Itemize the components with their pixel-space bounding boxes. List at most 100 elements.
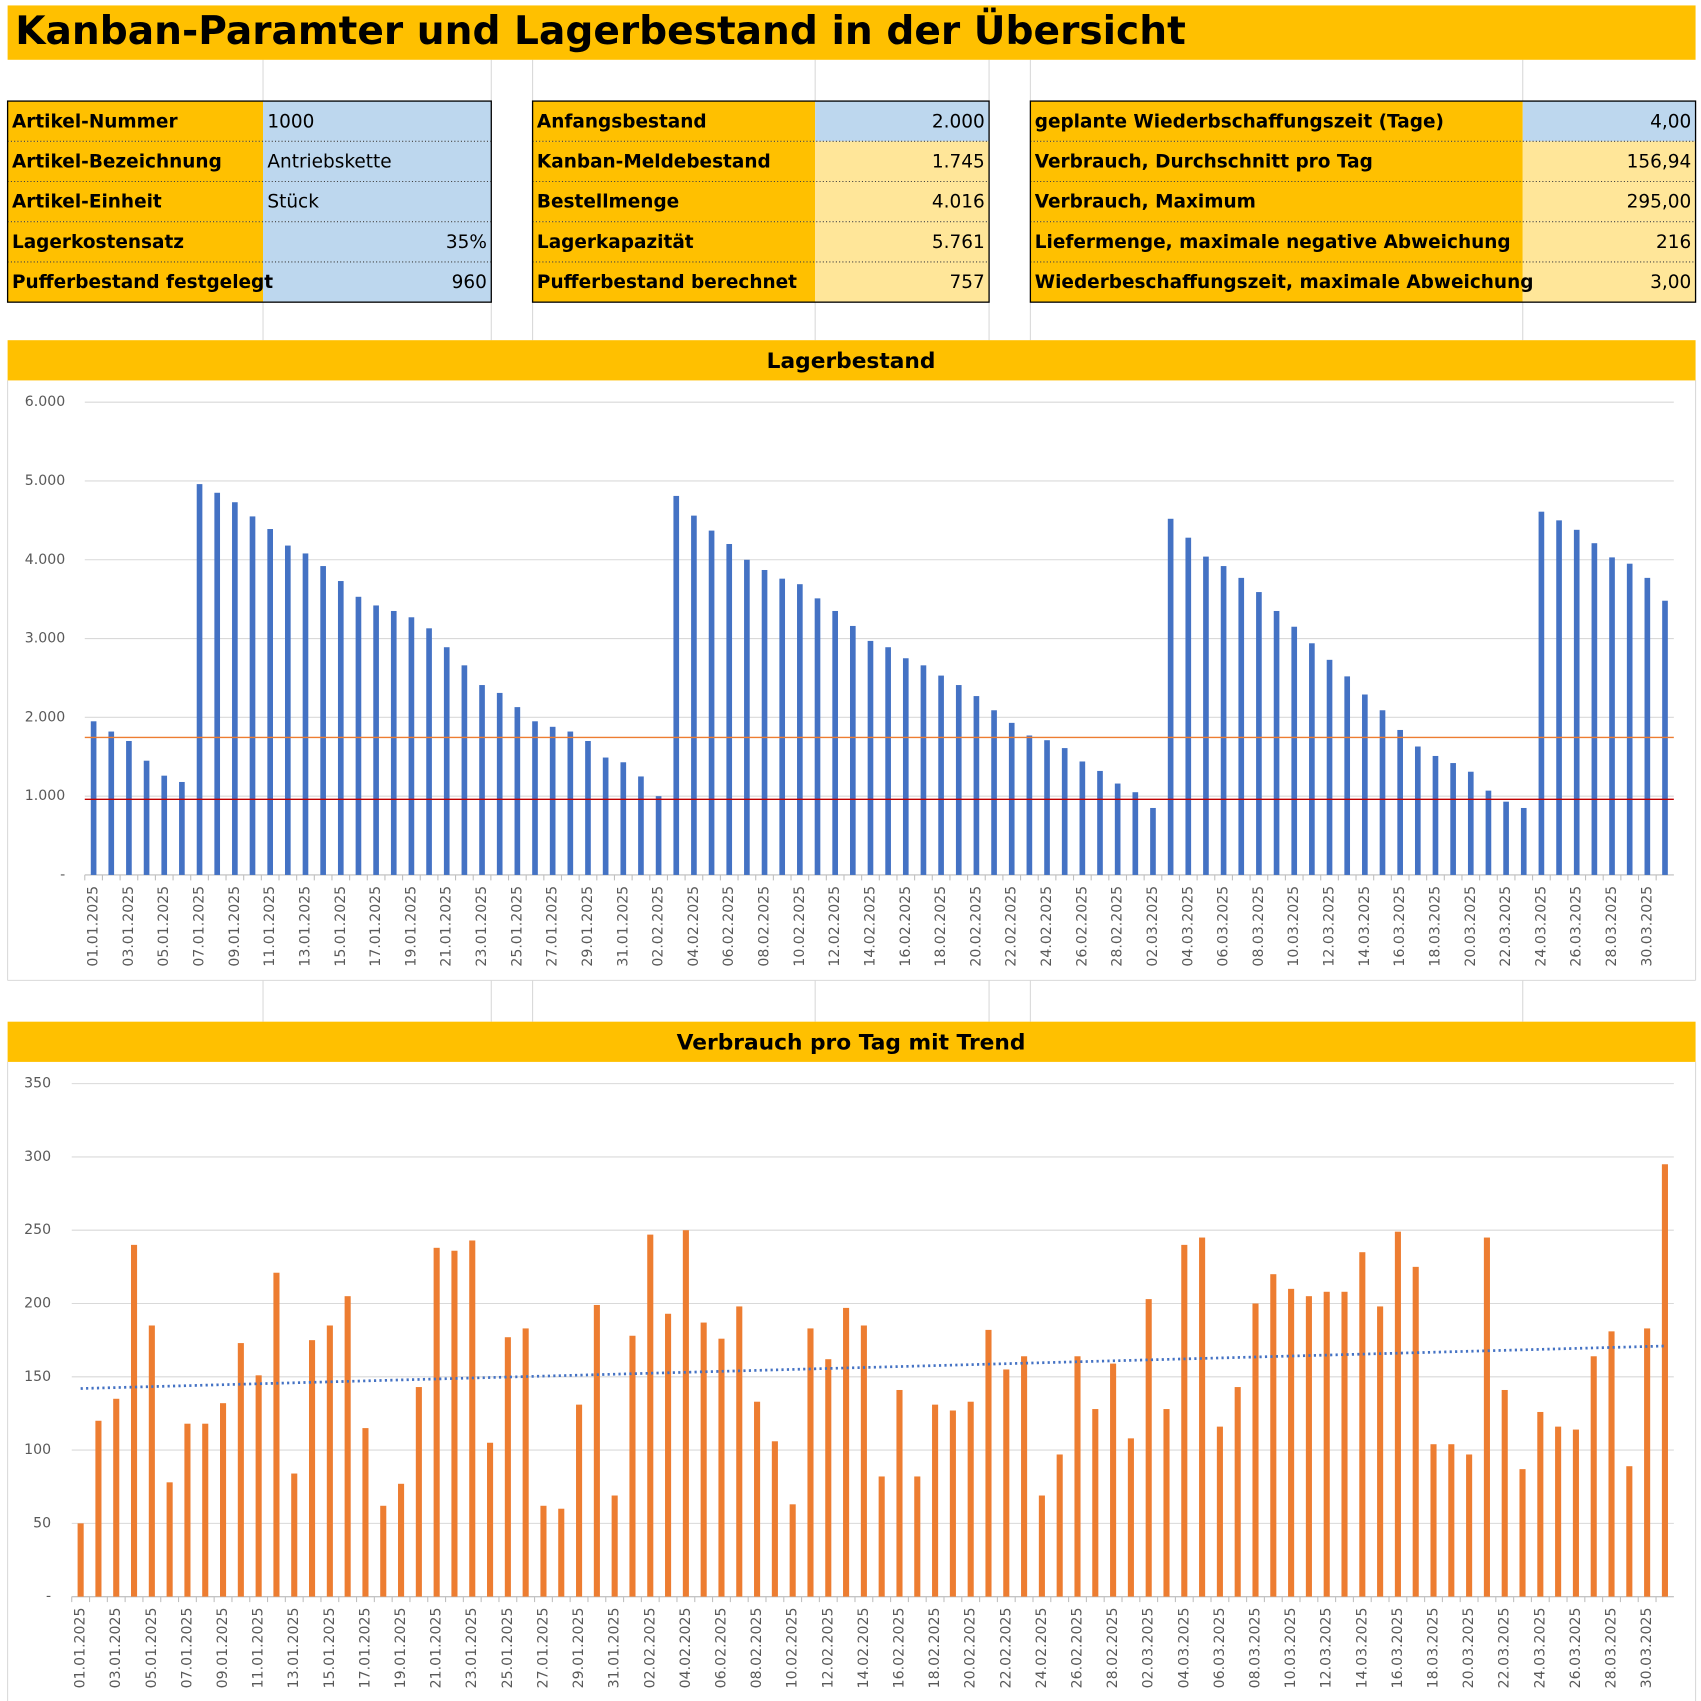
bar	[771, 1441, 778, 1597]
row-label: Artikel-Einheit	[12, 192, 162, 213]
value-cell	[1522, 221, 1696, 262]
bar	[487, 1442, 494, 1597]
bar	[148, 1325, 155, 1597]
bar	[220, 1403, 227, 1597]
bar	[1092, 1409, 1099, 1597]
bar	[1021, 1356, 1028, 1597]
x-tick-label: 26.03.2025	[1568, 1608, 1584, 1689]
page-title: Kanban-Paramter und Lagerbestand in der …	[15, 7, 1186, 54]
bar	[90, 721, 97, 875]
bar	[196, 484, 203, 875]
value-cell	[1522, 261, 1696, 303]
bar	[593, 1304, 600, 1597]
x-tick-label: 12.03.2025	[1322, 886, 1338, 967]
y-tick-label: 250	[24, 1222, 51, 1238]
x-tick-label: 05.01.2025	[156, 886, 172, 967]
bar	[522, 1328, 529, 1597]
bar	[426, 628, 432, 875]
x-tick-label: 09.01.2025	[215, 1608, 231, 1689]
row-value: 3,00	[1650, 272, 1691, 293]
x-tick-label: 24.02.2025	[1034, 1608, 1050, 1689]
bar	[825, 1359, 832, 1597]
row-value: 2.000	[932, 111, 985, 132]
bar	[161, 775, 168, 875]
bar	[113, 1398, 120, 1597]
bar	[232, 502, 238, 875]
bar	[255, 1375, 262, 1597]
x-tick-label: 11.01.2025	[251, 1608, 267, 1689]
x-tick-label: 06.02.2025	[721, 886, 737, 967]
bar	[867, 640, 874, 875]
bar	[1501, 1389, 1508, 1597]
x-tick-label: 25.01.2025	[509, 886, 525, 967]
x-tick-label: 23.01.2025	[464, 1608, 480, 1689]
bar	[832, 610, 838, 875]
bar	[1114, 783, 1121, 875]
value-cell	[815, 221, 990, 262]
x-tick-label: 24.03.2025	[1533, 886, 1549, 967]
bar	[1661, 1164, 1668, 1597]
x-tick-label: 20.02.2025	[968, 886, 984, 967]
x-tick-label: 08.02.2025	[757, 886, 773, 967]
label-cell	[532, 221, 816, 262]
bar	[126, 740, 132, 875]
bar	[673, 495, 680, 875]
bar	[1273, 610, 1280, 875]
x-tick-label: 28.02.2025	[1110, 886, 1126, 967]
bar	[95, 1420, 102, 1597]
y-tick-label: 50	[33, 1515, 51, 1531]
y-tick-label: 3.000	[25, 631, 65, 647]
x-tick-label: 26.02.2025	[1069, 1608, 1085, 1689]
y-tick-label: 300	[24, 1149, 51, 1165]
bar	[415, 1387, 422, 1597]
x-tick-label: 02.02.2025	[642, 1608, 658, 1689]
x-tick-label: 03.01.2025	[108, 1608, 124, 1689]
cell-grid	[7, 59, 1697, 1701]
bar	[967, 1401, 974, 1597]
chart-title: Verbrauch pro Tag mit Trend	[677, 1030, 1026, 1055]
value-cell	[263, 141, 492, 182]
row-value: 35%	[446, 232, 487, 253]
y-tick-label: -	[60, 867, 65, 883]
bar	[1026, 735, 1033, 875]
x-tick-label: 16.03.2025	[1392, 886, 1408, 967]
value-cell	[263, 261, 492, 303]
bar	[1326, 659, 1333, 875]
bar	[973, 696, 980, 875]
bar	[496, 692, 503, 875]
row-value: Stück	[267, 192, 319, 213]
x-tick-label: 02.03.2025	[1145, 886, 1161, 967]
label-cell	[1030, 221, 1523, 262]
bar	[77, 1523, 84, 1597]
bar	[807, 1328, 814, 1597]
bar	[1590, 1356, 1597, 1597]
bar	[1430, 1444, 1437, 1597]
bar	[938, 675, 944, 875]
bar	[451, 1250, 458, 1597]
bar	[479, 685, 485, 875]
bar	[1199, 1237, 1206, 1597]
bar	[344, 1296, 351, 1597]
x-tick-label: 30.03.2025	[1639, 886, 1655, 967]
x-tick-label: 15.01.2025	[333, 886, 349, 967]
bar	[849, 625, 856, 875]
label-cell	[7, 141, 264, 182]
bar	[408, 617, 415, 875]
x-tick-label: 12.03.2025	[1319, 1608, 1335, 1689]
bar	[273, 1272, 280, 1597]
bar	[620, 762, 627, 875]
bar	[1074, 1356, 1081, 1597]
x-tick-label: 08.03.2025	[1251, 886, 1267, 967]
x-tick-label: 06.03.2025	[1212, 1608, 1228, 1689]
bar	[1344, 676, 1351, 875]
bar	[949, 1410, 956, 1597]
x-tick-label: 28.03.2025	[1604, 1608, 1620, 1689]
row-value: 1.745	[932, 151, 985, 172]
bar	[779, 578, 786, 875]
table-border	[531, 100, 990, 303]
bar	[1216, 1426, 1223, 1597]
x-tick-label: 24.02.2025	[1039, 886, 1055, 967]
bar	[1379, 710, 1386, 875]
bar	[398, 1483, 405, 1597]
label-cell	[1030, 141, 1523, 182]
